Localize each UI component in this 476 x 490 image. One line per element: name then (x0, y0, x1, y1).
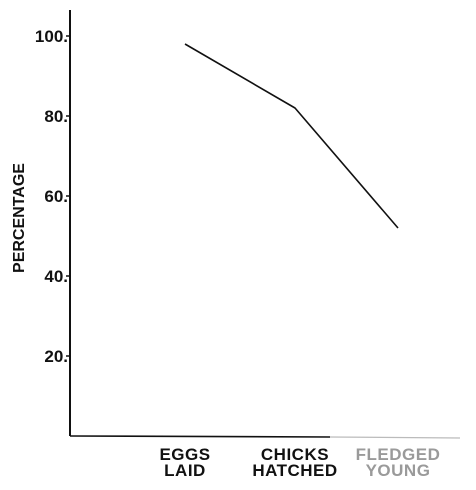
series-line (184, 43, 399, 229)
x-category-label: FLEDGED YOUNG (356, 445, 441, 480)
x-category-labels: EGGS LAID CHICKS HATCHED FLEDGED YOUNG (159, 445, 441, 480)
x-category-label: EGGS LAID (159, 445, 210, 480)
series (184, 43, 399, 229)
y-tick-label: 80. (44, 107, 68, 126)
y-axis-label: PERCENTAGE (11, 163, 28, 273)
y-tick-label: 60. (44, 187, 68, 206)
axes (69, 10, 461, 439)
y-tick-label: 40. (44, 267, 68, 286)
y-tick-label: 20. (44, 347, 68, 366)
x-category-label: CHICKS HATCHED (252, 445, 337, 480)
x-axis-line (69, 435, 331, 438)
y-tick-label: 100. (35, 27, 68, 46)
y-ticks: 20. 40. 60. 80. 100. (35, 27, 70, 366)
x-axis-line-faded (329, 436, 461, 439)
